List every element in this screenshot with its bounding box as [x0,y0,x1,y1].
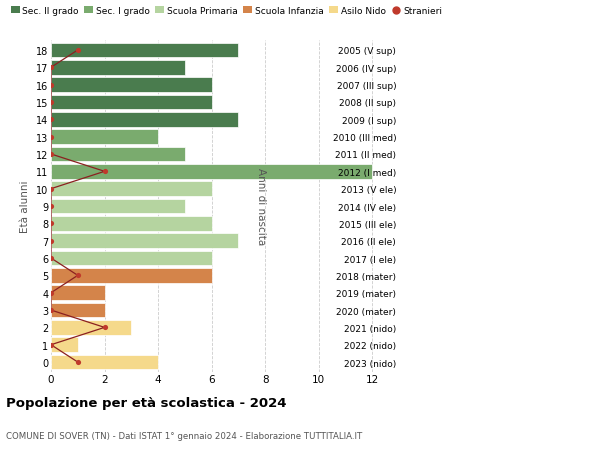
Text: COMUNE DI SOVER (TN) - Dati ISTAT 1° gennaio 2024 - Elaborazione TUTTITALIA.IT: COMUNE DI SOVER (TN) - Dati ISTAT 1° gen… [6,431,362,440]
Bar [51,234,238,248]
Point [73,358,83,366]
Bar [51,251,212,266]
Point [46,237,56,245]
Bar [51,112,238,128]
Bar [51,182,212,196]
Point [46,151,56,158]
Bar [51,217,212,231]
Bar [51,95,212,110]
Point [46,64,56,72]
Bar [51,285,104,301]
Point [46,289,56,297]
Bar [51,199,185,214]
Point [46,255,56,262]
Legend: Sec. II grado, Sec. I grado, Scuola Primaria, Scuola Infanzia, Asilo Nido, Stran: Sec. II grado, Sec. I grado, Scuola Prim… [11,7,442,16]
Point [73,272,83,280]
Bar [51,269,212,283]
Y-axis label: Età alunni: Età alunni [20,180,30,233]
Point [46,117,56,124]
Point [73,47,83,55]
Bar [51,303,104,318]
Bar [51,61,185,75]
Point [46,203,56,210]
Text: Popolazione per età scolastica - 2024: Popolazione per età scolastica - 2024 [6,396,287,409]
Point [46,341,56,349]
Bar [51,320,131,335]
Bar [51,130,158,145]
Point [100,324,109,331]
Y-axis label: Anni di nascita: Anni di nascita [256,168,266,245]
Bar [51,78,212,93]
Point [46,220,56,228]
Bar [51,338,78,353]
Bar [51,355,158,369]
Point [46,185,56,193]
Bar [51,147,185,162]
Point [46,82,56,89]
Point [100,168,109,176]
Point [46,134,56,141]
Bar [51,44,238,58]
Point [46,307,56,314]
Point [46,99,56,106]
Bar [51,165,372,179]
